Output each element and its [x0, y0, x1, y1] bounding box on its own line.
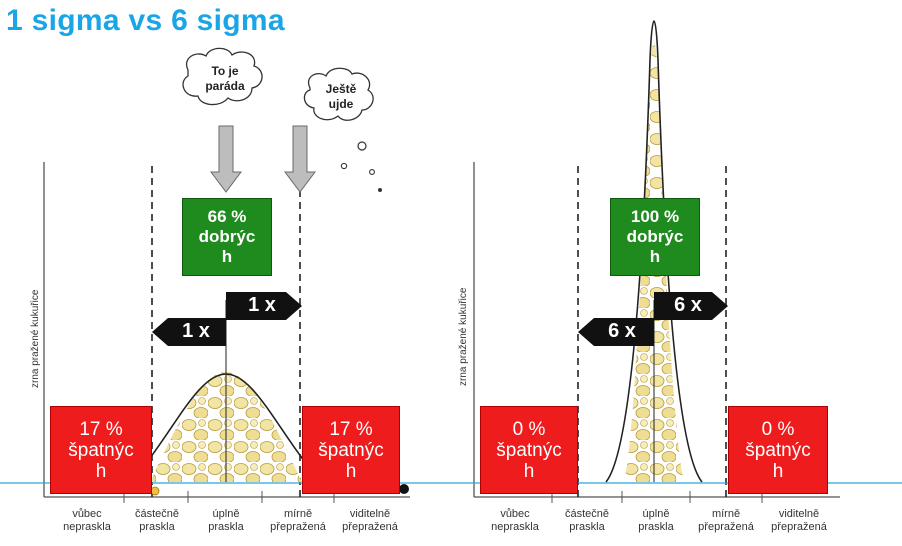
right-bell-curve: [605, 20, 703, 483]
left-bad-box-lower: 17 % špatnýc h: [50, 406, 152, 494]
right-arrow-lower-label: 6 x: [608, 320, 636, 342]
cloud2-text: Ještě ujde: [325, 82, 357, 111]
left-cat-2: částečně praskla: [134, 508, 180, 533]
right-y-axis-label: zrna pražené kukuřice: [458, 287, 469, 386]
left-y-axis-label: zrna pražené kukuřice: [30, 289, 41, 388]
left-bad-box-upper: 17 % špatnýc h: [302, 406, 400, 494]
cloud-jeste-ujde: [303, 67, 382, 192]
cloud-to-je-parada: [182, 47, 263, 106]
right-bad-box-upper: 0 % špatnýc h: [728, 406, 828, 494]
right-bad-box-lower: 0 % špatnýc h: [480, 406, 578, 494]
right-cat-5: viditelně přepražená: [771, 508, 827, 533]
left-black-arrow-upper: [226, 292, 302, 320]
left-good-box: 66 % dobrýc h: [182, 198, 272, 276]
page-title: 1 sigma vs 6 sigma: [6, 4, 285, 37]
left-arrow-upper-label: 1 x: [248, 294, 276, 316]
left-black-arrow-lower: [152, 318, 226, 346]
left-cat-3: úplně praskla: [208, 508, 244, 533]
right-cat-2: částečně praskla: [564, 508, 610, 533]
right-cat-3: úplně praskla: [638, 508, 674, 533]
right-cat-4: mírně přepražená: [698, 508, 754, 533]
left-cat-5: viditelně přepražená: [342, 508, 398, 533]
left-panel: [43, 47, 410, 503]
right-arrow-upper-label: 6 x: [674, 294, 702, 316]
left-arrow-lower-label: 1 x: [182, 320, 210, 342]
right-black-arrow-lower: [578, 318, 654, 346]
right-good-box: 100 % dobrýc h: [610, 198, 700, 276]
right-black-arrow-upper: [654, 292, 728, 320]
left-cat-4: mírně přepražená: [270, 508, 326, 533]
left-gray-arrow-1: [210, 125, 242, 193]
cloud1-text: To je paráda: [205, 64, 245, 93]
left-cat-1: vůbec nepraskla: [63, 508, 111, 533]
right-cat-1: vůbec nepraskla: [491, 508, 539, 533]
left-gray-arrow-2: [284, 125, 316, 193]
